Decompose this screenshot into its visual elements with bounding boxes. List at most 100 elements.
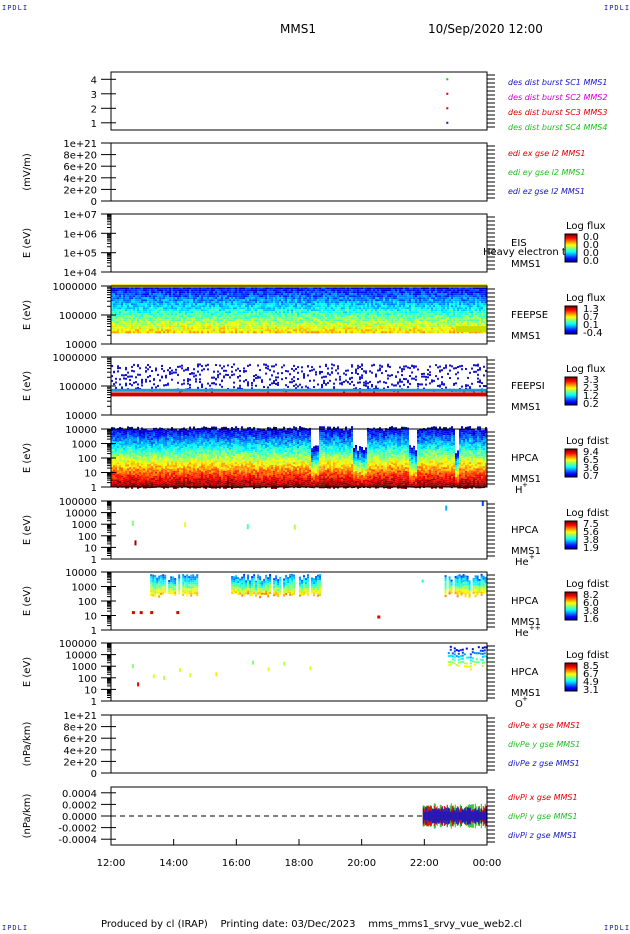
spectrogram-cell [249, 331, 251, 334]
colorbar-segment [565, 242, 577, 243]
spectrogram-cell [283, 315, 285, 318]
spectrogram-cell [321, 299, 323, 302]
spectrogram-cell [259, 313, 261, 316]
spectrogram-cell [135, 329, 137, 332]
spectrogram-cell [249, 323, 251, 326]
spectrogram-cell [263, 299, 265, 302]
spectrogram-cell [347, 295, 349, 298]
spectrogram-cell [269, 299, 271, 302]
spectrogram-cell [225, 325, 227, 328]
spectrogram-cell [415, 331, 417, 334]
spectrogram-cell [183, 301, 185, 304]
spectrogram-cell [195, 329, 197, 332]
spectrogram-cell [157, 329, 159, 332]
spectrogram-cell [217, 317, 219, 320]
spectrogram-cell [113, 309, 115, 312]
spectrogram-cell [291, 295, 293, 298]
spectrogram-cell [269, 331, 271, 334]
spectrogram-cell [379, 327, 381, 330]
spectrogram-cell [231, 297, 233, 300]
spectrogram-cell [283, 321, 285, 324]
spectrogram-cell [411, 301, 413, 304]
spectrogram-cell [311, 329, 313, 332]
spectrogram-cell [167, 307, 169, 310]
spectrogram-cell [365, 293, 367, 296]
spectrogram-cell [269, 291, 271, 294]
spectrogram-cell [377, 325, 379, 328]
spectrogram-cell [297, 297, 299, 300]
spectrogram-cell [169, 319, 171, 322]
colorbar-segment [565, 323, 577, 324]
spectrogram-cell [293, 287, 295, 290]
spectrogram-cell [241, 327, 243, 330]
spectrogram-cell [277, 311, 279, 314]
spectrogram-cell [197, 319, 199, 322]
spectrogram-cell [383, 325, 385, 328]
spectrogram-cell [231, 307, 233, 310]
spectrogram-cell [333, 307, 335, 310]
spectrogram-cell [165, 305, 167, 308]
spectrogram-cell [479, 305, 481, 308]
spectrogram-cell [353, 317, 355, 320]
spectrogram-cell [143, 289, 145, 292]
spectrogram-cell [449, 319, 451, 322]
spectrogram-cell [403, 291, 405, 294]
spectrogram-cell [333, 287, 335, 290]
spectrogram-cell [349, 297, 351, 300]
spectrogram-cell [259, 291, 261, 294]
spectrogram-cell [285, 309, 287, 312]
spectrogram-cell [269, 329, 271, 332]
spectrogram-cell [383, 313, 385, 316]
spectrogram-cell [385, 319, 387, 322]
spectrogram-cell [381, 289, 383, 292]
spectrogram-cell [171, 289, 173, 292]
spectrogram-cell [389, 315, 391, 318]
spectrogram-cell [147, 315, 149, 318]
spectrogram-cell [411, 323, 413, 326]
spectrogram-cell [161, 293, 163, 296]
spectrogram-cell [267, 287, 269, 290]
spectrogram-cell [397, 303, 399, 306]
spectrogram-cell [185, 319, 187, 322]
spectrogram-cell [187, 327, 189, 330]
spectrogram-cell [377, 323, 379, 326]
spectrogram-dot [355, 369, 357, 372]
spectrogram-cell [247, 297, 249, 300]
spectrogram-cell [297, 299, 299, 302]
spectrogram-cell [131, 319, 133, 322]
spectrogram-cell [401, 327, 403, 330]
spectrogram-cell [305, 309, 307, 312]
spectrogram-cell [443, 299, 445, 302]
spectrogram-cell [447, 301, 449, 304]
spectrogram-cell [273, 331, 275, 334]
spectrogram-cell [301, 323, 303, 326]
legend-entry: des dist burst SC2 MMS2 [508, 93, 607, 102]
spectrogram-cell [453, 303, 455, 306]
spectrogram-cell [259, 287, 261, 290]
spectrogram-cell [243, 317, 245, 320]
spectrogram-cell [175, 321, 177, 324]
spectrogram-cell [205, 327, 207, 330]
spectrogram-cell [185, 321, 187, 324]
spectrogram-cell [283, 323, 285, 326]
spectrogram-cell [149, 301, 151, 304]
spectrogram-cell [257, 331, 259, 334]
spectrogram-cell [467, 323, 469, 326]
spectrogram-cell [137, 293, 139, 296]
spectrogram-cell [229, 319, 231, 322]
spectrogram-cell [181, 331, 183, 334]
spectrogram-cell [315, 295, 317, 298]
spectrogram-dot [307, 386, 309, 389]
spectrogram-cell [391, 329, 393, 332]
spectrogram-cell [183, 291, 185, 294]
spectrogram-dot [165, 376, 167, 379]
spectrogram-cell [227, 291, 229, 294]
spectrogram-cell [257, 307, 259, 310]
spectrogram-cell [145, 297, 147, 300]
spectrogram-cell [367, 297, 369, 300]
spectrogram-cell [429, 291, 431, 294]
spectrogram-cell [375, 327, 377, 330]
spectrogram-cell [299, 287, 301, 290]
spectrogram-cell [161, 297, 163, 300]
spectrogram-cell [213, 299, 215, 302]
